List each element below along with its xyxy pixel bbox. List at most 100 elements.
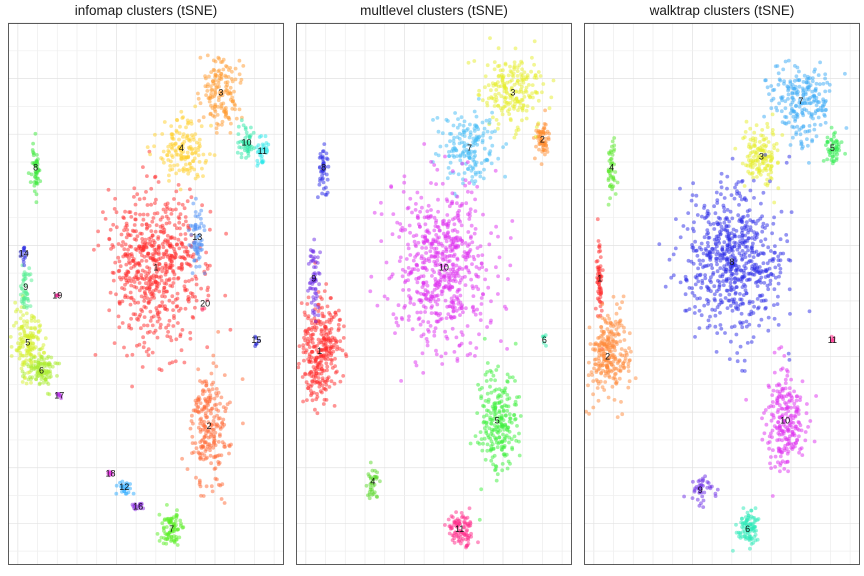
data-point [821, 81, 826, 86]
data-point [254, 145, 259, 150]
data-point [242, 146, 247, 150]
data-point [418, 322, 423, 327]
data-point [425, 230, 430, 234]
data-point [136, 506, 141, 511]
data-point [179, 521, 183, 526]
walktrap-cluster-7-points [762, 58, 849, 165]
data-point [181, 135, 185, 139]
data-point [170, 146, 175, 151]
data-point [147, 286, 152, 290]
data-point [512, 434, 517, 439]
data-point [462, 130, 466, 135]
data-point [790, 106, 794, 111]
data-point [742, 358, 747, 363]
data-point [208, 227, 212, 232]
data-point [306, 314, 311, 319]
data-point [194, 298, 199, 303]
data-point [505, 372, 510, 377]
data-point [188, 223, 193, 228]
data-point [175, 130, 179, 134]
data-point [248, 144, 252, 148]
data-point [124, 486, 128, 491]
data-point [321, 180, 326, 185]
data-point [709, 263, 714, 267]
data-point [507, 435, 512, 440]
data-point [337, 318, 342, 322]
data-point [538, 74, 543, 78]
data-point [367, 492, 372, 497]
data-point [299, 301, 304, 305]
data-point [216, 409, 221, 413]
data-point [144, 222, 149, 227]
data-point [787, 358, 792, 362]
data-point [303, 371, 307, 376]
data-point [443, 263, 448, 268]
data-point [111, 222, 116, 227]
data-point [544, 343, 548, 348]
data-point [806, 85, 811, 90]
data-point [317, 165, 322, 170]
data-point [474, 346, 479, 350]
data-point [429, 181, 433, 185]
data-point [210, 382, 214, 387]
data-point [306, 386, 311, 390]
data-point [497, 410, 502, 415]
data-point [391, 312, 396, 317]
data-point [740, 249, 745, 253]
infomap-cluster-11-points [254, 134, 271, 168]
data-point [609, 369, 614, 374]
data-point [221, 67, 226, 72]
data-point [198, 401, 203, 405]
data-point [417, 222, 421, 227]
data-point [763, 78, 767, 83]
data-point [144, 259, 149, 263]
data-point [751, 335, 756, 339]
data-point [713, 308, 717, 312]
data-point [117, 259, 122, 264]
data-point [161, 290, 166, 295]
data-point [14, 320, 18, 325]
data-point [473, 434, 478, 438]
data-point [488, 384, 492, 389]
data-point [455, 525, 460, 529]
data-point [765, 125, 770, 129]
data-point [830, 161, 835, 166]
data-point [474, 265, 479, 269]
infomap-cluster-15-points [253, 334, 261, 348]
data-point [172, 534, 176, 539]
data-point [192, 258, 197, 263]
data-point [476, 540, 480, 545]
data-point [768, 175, 773, 180]
data-point [530, 83, 535, 87]
data-point [324, 319, 329, 324]
data-point [147, 236, 151, 241]
data-point [439, 278, 443, 282]
data-point [229, 442, 233, 447]
data-point [615, 302, 619, 306]
data-point [303, 338, 307, 343]
data-point [206, 293, 211, 298]
data-point [454, 521, 459, 525]
data-point [109, 247, 113, 251]
data-point [542, 125, 546, 130]
data-point [780, 120, 785, 124]
data-point [201, 494, 206, 498]
data-point [730, 216, 735, 221]
data-point [449, 201, 454, 206]
data-point [806, 77, 811, 81]
data-point [211, 81, 216, 86]
data-point [168, 164, 173, 168]
data-point [452, 222, 457, 227]
data-point [702, 303, 707, 308]
data-point [751, 241, 755, 246]
data-point [25, 325, 30, 329]
data-point [224, 84, 229, 89]
data-point [30, 161, 35, 165]
data-point [193, 104, 198, 109]
data-point [794, 74, 799, 79]
data-point [493, 378, 497, 383]
data-point [164, 252, 169, 257]
data-point [464, 201, 469, 206]
data-point [607, 152, 612, 156]
data-point [612, 398, 617, 402]
